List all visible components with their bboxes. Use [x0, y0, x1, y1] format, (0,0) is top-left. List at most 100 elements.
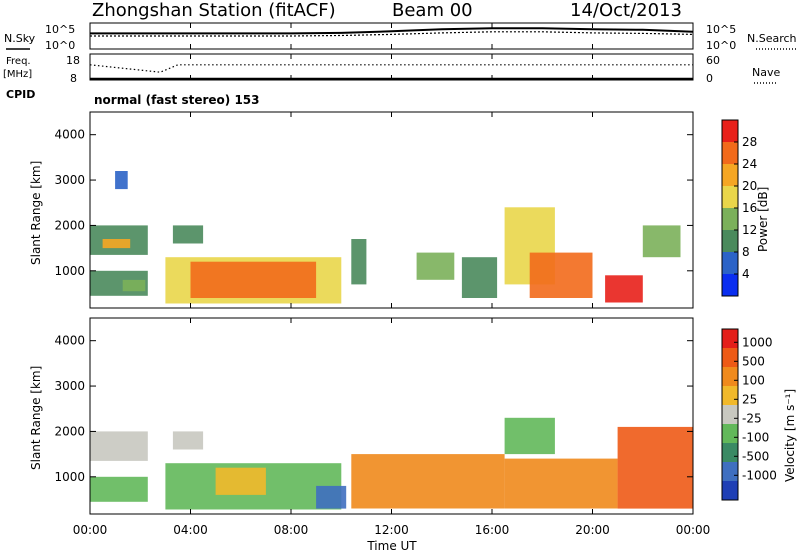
colorbar-tick-label: -100 — [742, 430, 769, 444]
colorbar-tick-label: 4 — [742, 267, 750, 281]
date-label: 14/Oct/2013 — [570, 0, 682, 21]
noise-tick-left-top: 10^5 — [45, 23, 75, 36]
colorbar-segment — [722, 481, 738, 500]
velocity-region — [351, 454, 505, 509]
x-tick-label: 12:00 — [374, 523, 409, 537]
freq-label: Freq. — [6, 56, 31, 67]
x-tick-label: 20:00 — [575, 523, 610, 537]
colorbar-tick-label: -1000 — [742, 468, 777, 482]
y-tick-label: 2000 — [54, 424, 85, 438]
y-tick-label: 3000 — [54, 173, 85, 187]
noise-series-n-search — [90, 31, 694, 37]
nave-tick-bottom: 0 — [706, 72, 713, 85]
velocity-region — [504, 417, 555, 455]
velocity-region — [90, 476, 148, 502]
colorbar-segment — [722, 142, 738, 164]
freq-tick-top: 18 — [66, 54, 80, 67]
y-tick-label: 1000 — [54, 264, 85, 278]
velocity-cells — [90, 417, 693, 510]
noise-tick-right-bottom: 10^0 — [706, 39, 736, 52]
y-tick-label: 1000 — [54, 470, 85, 484]
power-ticks: 4000 3000 2000 1000 — [54, 128, 693, 278]
velocity-region — [316, 485, 347, 509]
velocity-region — [617, 426, 693, 509]
velocity-ticks: 4000 3000 2000 1000 — [54, 334, 693, 484]
x-tick-label: 00:00 — [73, 523, 108, 537]
colorbar-segment — [722, 164, 738, 186]
colorbar-tick-label: 25 — [742, 392, 757, 406]
colorbar-tick-label: -500 — [742, 449, 769, 463]
nsearch-label: N.Search — [747, 32, 797, 45]
colorbar-tick-label: -25 — [742, 411, 762, 425]
power-cells — [90, 171, 681, 304]
colorbar-tick-label: 12 — [742, 223, 757, 237]
x-tick-label: 16:00 — [475, 523, 510, 537]
station-title: Zhongshan Station (fitACF) — [92, 0, 336, 21]
power-region — [115, 171, 128, 190]
y-tick-label: 3000 — [54, 379, 85, 393]
beam-label: Beam 00 — [392, 0, 473, 21]
velocity-region — [504, 458, 618, 509]
colorbar-segment — [722, 348, 738, 367]
colorbar-segment — [722, 230, 738, 252]
power-ylabel: Slant Range [km] — [29, 161, 43, 265]
nave-series — [89, 64, 693, 73]
colorbar-segment — [722, 120, 738, 142]
noise-series-n-sky — [90, 27, 694, 35]
x-axis-ticks: 00:00 04:00 08:00 12:00 16:00 20:00 00:00 — [73, 23, 711, 537]
noise-tick-left-bottom: 10^0 — [45, 39, 75, 52]
nsky-label: N.Sky — [4, 32, 36, 45]
colorbar-tick-label: 500 — [742, 354, 765, 368]
colorbar-segment — [722, 274, 738, 296]
freq-tick-bottom: 8 — [70, 72, 77, 85]
colorbar-segment — [722, 208, 738, 230]
colorbar-segment — [722, 443, 738, 462]
velocity-region — [172, 431, 204, 450]
power-region — [416, 252, 455, 280]
x-axis-label: Time UT — [366, 539, 417, 553]
nave-label: Nave — [752, 66, 780, 79]
freq-unit-label: [MHz] — [3, 69, 32, 80]
colorbar-tick-label: 16 — [742, 201, 757, 215]
velocity-colorbar: 1000 500 100 25 -25 -100 -500 -1000 — [721, 328, 777, 501]
x-tick-label: 00:00 — [676, 523, 711, 537]
colorbar-frame — [721, 328, 739, 501]
power-region — [529, 252, 593, 298]
noise-lines — [90, 27, 694, 37]
power-region — [605, 275, 643, 303]
nave-tick-top: 60 — [706, 54, 720, 67]
colorbar-segment — [722, 405, 738, 424]
power-region — [122, 279, 146, 292]
power-region — [172, 225, 204, 244]
power-region — [190, 261, 317, 298]
cpid-label: CPID — [6, 88, 35, 101]
power-region — [102, 239, 131, 249]
colorbar-tick-label: 8 — [742, 245, 750, 259]
colorbar-tick-label: 20 — [742, 179, 757, 193]
noise-tick-right-top: 10^5 — [706, 23, 736, 36]
colorbar-segment — [722, 462, 738, 481]
colorbar-segment — [722, 367, 738, 386]
colorbar-tick-label: 24 — [742, 157, 757, 171]
y-tick-label: 4000 — [54, 128, 85, 142]
power-colorbar: 28 24 20 16 12 8 4 — [721, 119, 757, 297]
x-tick-label: 08:00 — [274, 523, 309, 537]
power-region — [642, 225, 681, 258]
velocity-colorbar-label: Velocity [m s⁻¹] — [783, 389, 797, 482]
velocity-region — [90, 431, 148, 461]
colorbar-tick-label: 1000 — [742, 335, 773, 349]
colorbar-segment — [722, 386, 738, 405]
cpid-value: normal (fast stereo) 153 — [94, 93, 260, 107]
colorbar-segment — [722, 252, 738, 274]
colorbar-segment — [722, 186, 738, 208]
velocity-ylabel: Slant Range [km] — [29, 366, 43, 470]
y-tick-label: 4000 — [54, 334, 85, 348]
x-tick-label: 04:00 — [173, 523, 208, 537]
power-region — [461, 257, 498, 298]
velocity-region — [215, 467, 266, 495]
colorbar-tick-label: 28 — [742, 135, 757, 149]
power-region — [351, 239, 367, 285]
colorbar-tick-label: 100 — [742, 373, 765, 387]
power-colorbar-label: Power [dB] — [756, 187, 770, 252]
